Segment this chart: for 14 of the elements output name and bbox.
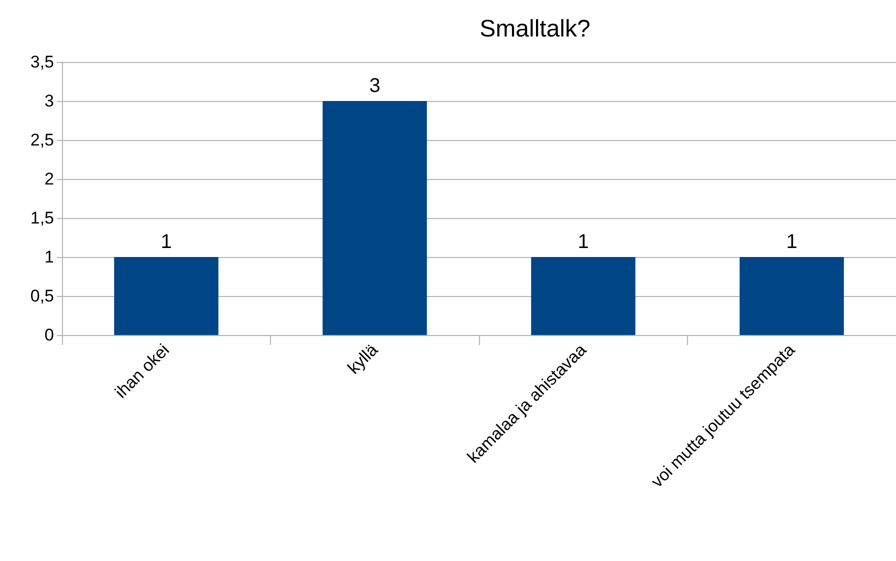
y-tick-label: 3,5: [30, 52, 54, 72]
data-label: 3: [369, 75, 380, 97]
y-tick-label: 2: [44, 170, 54, 188]
data-label: 1: [786, 231, 798, 253]
x-tick-label: ihan okei: [111, 340, 173, 402]
data-label: 1: [160, 231, 172, 253]
chart-title: Smalltalk?: [480, 16, 590, 42]
y-tick-label: 1,5: [30, 208, 54, 228]
y-tick-label: 0: [44, 326, 54, 344]
data-label: 1: [578, 231, 589, 253]
y-tick-label: 1: [44, 248, 54, 266]
y-tick-label: 2,5: [30, 130, 54, 150]
y-tick-label: 0,5: [30, 286, 54, 306]
y-tick-label: 3: [44, 92, 54, 110]
